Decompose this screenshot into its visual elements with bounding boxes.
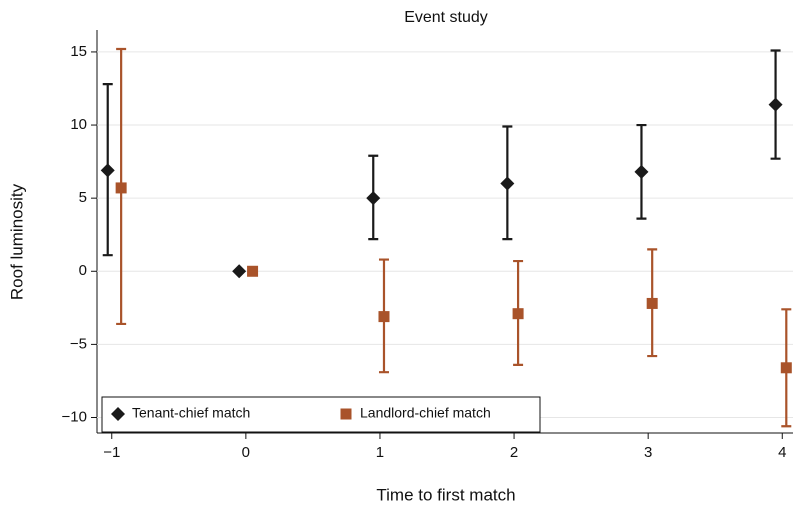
chart-title: Event study (404, 9, 488, 26)
marker (780, 362, 792, 374)
marker (232, 264, 247, 279)
x-tick-label: 3 (644, 444, 652, 461)
legend-label: Landlord-chief match (360, 405, 491, 421)
marker (634, 164, 649, 179)
x-tick-label: 1 (376, 444, 384, 461)
y-tick-label: 0 (79, 262, 87, 279)
marker (768, 97, 783, 112)
marker (512, 308, 524, 320)
x-tick-label: 4 (778, 444, 786, 461)
y-tick-label: −10 (62, 408, 87, 425)
marker (500, 176, 515, 191)
marker (247, 265, 259, 277)
marker (100, 163, 115, 178)
x-axis-label: Time to first match (376, 485, 515, 504)
marker (646, 297, 658, 309)
x-tick-label: −1 (103, 444, 120, 461)
y-axis-label: Roof luminosity (7, 183, 26, 300)
x-tick-label: 2 (510, 444, 518, 461)
y-tick-label: 15 (70, 43, 87, 60)
legend-box (101, 396, 541, 433)
legend-label: Tenant-chief match (132, 405, 250, 421)
marker (378, 311, 390, 323)
marker (115, 182, 127, 194)
x-tick-label: 0 (242, 444, 250, 461)
y-tick-label: 5 (79, 189, 87, 206)
y-tick-label: −5 (70, 335, 87, 352)
marker (366, 191, 381, 206)
y-tick-label: 10 (70, 116, 87, 133)
marker (340, 408, 352, 420)
marker (111, 407, 125, 421)
